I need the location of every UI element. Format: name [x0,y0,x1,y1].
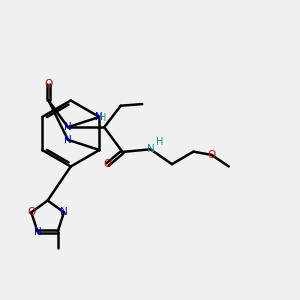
Text: O: O [103,160,112,170]
Text: H: H [99,113,106,123]
Text: O: O [27,207,35,218]
Text: N: N [95,112,103,122]
Text: O: O [44,79,52,89]
Text: H: H [156,137,164,147]
Text: N: N [64,135,72,145]
Text: O: O [208,150,216,160]
Text: N: N [64,122,72,132]
Text: N: N [34,226,41,237]
Text: N: N [147,144,155,154]
Text: N: N [60,207,68,218]
